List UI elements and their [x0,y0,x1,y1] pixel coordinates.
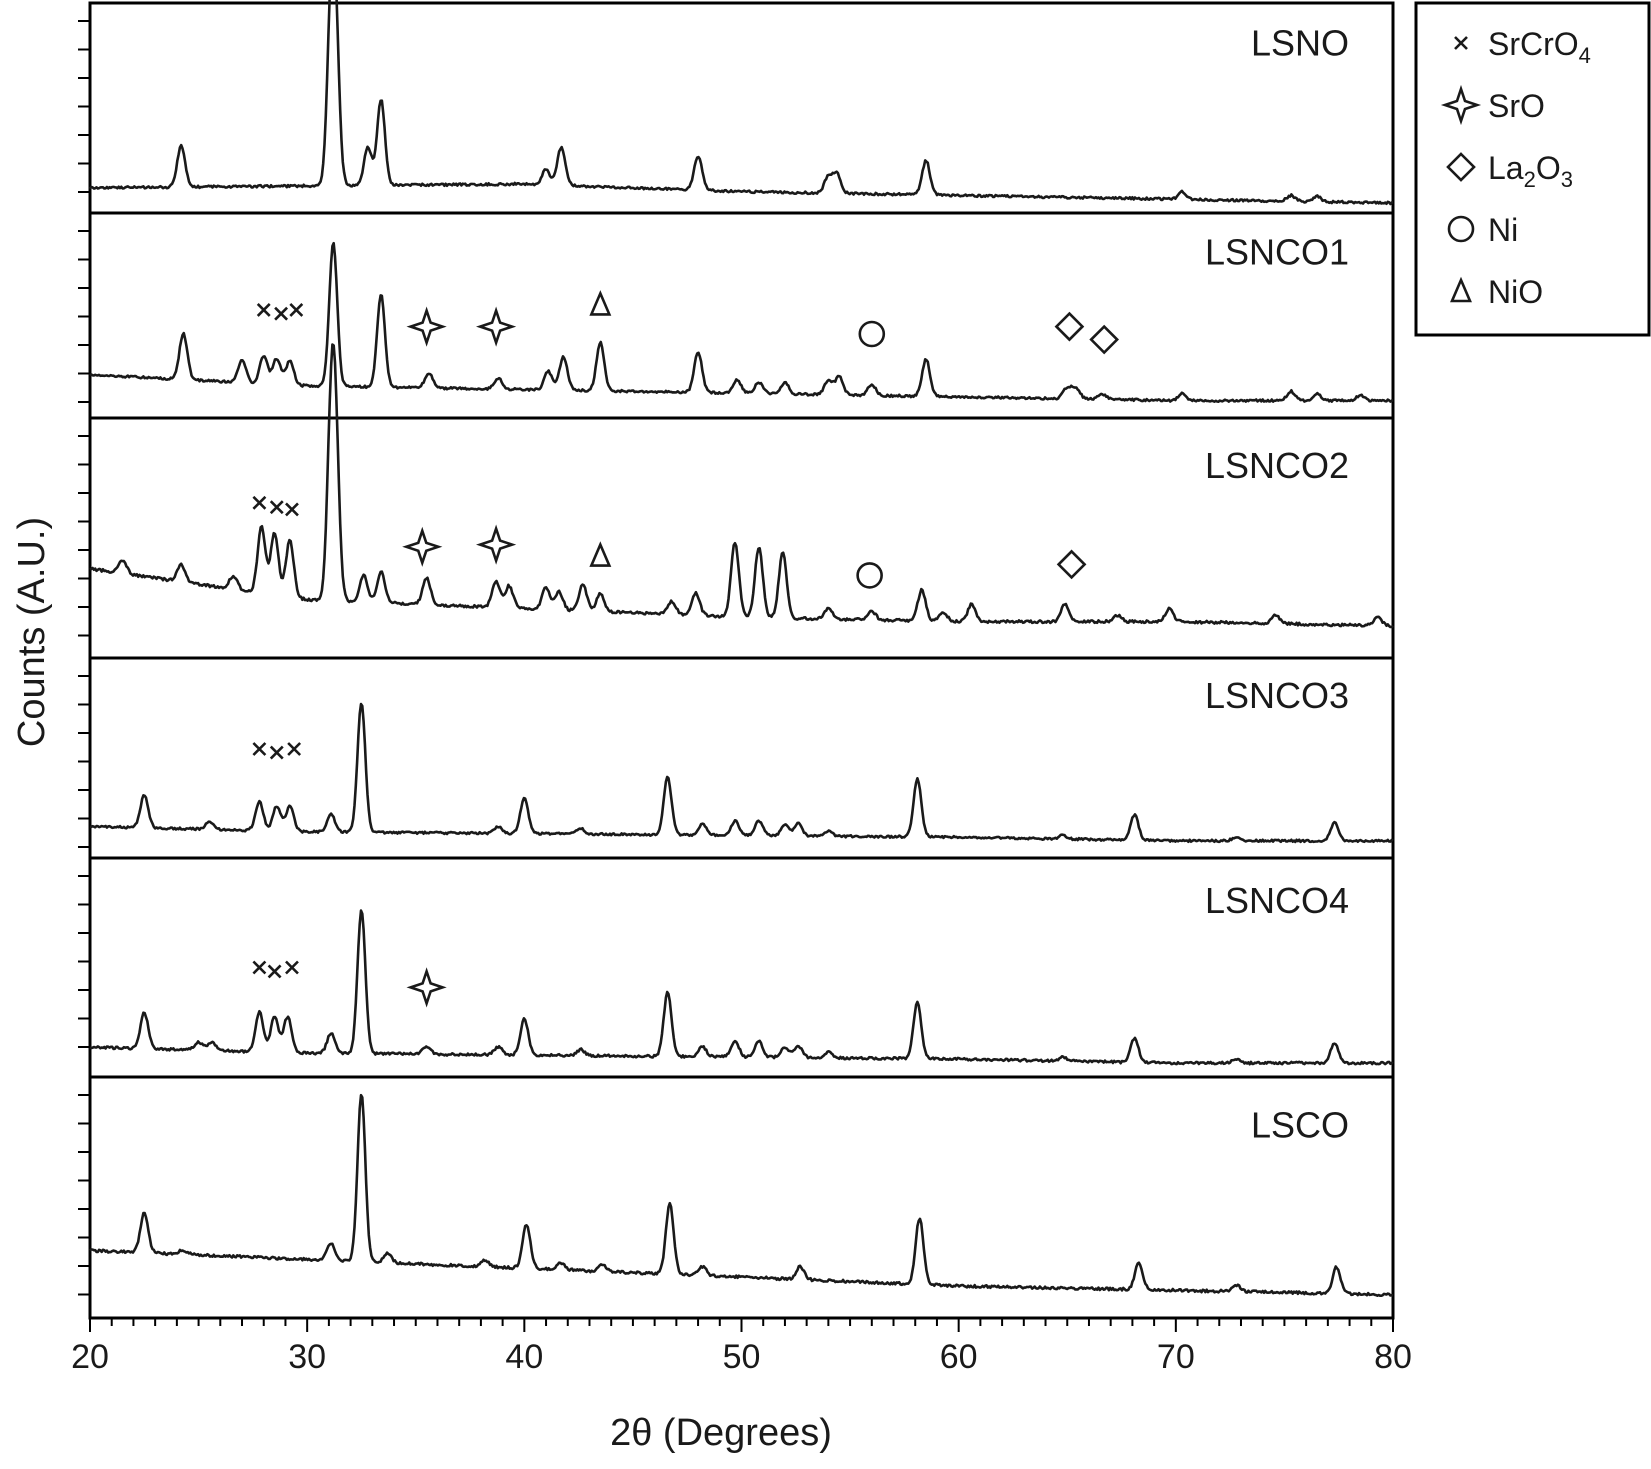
panel-lsnco1-marker-cross [274,306,289,321]
panel-frame [88,1075,1395,1320]
panel-label: LSNO [1251,23,1349,64]
legend-marker-star [1440,84,1482,126]
panel-lsnco1-marker-star [475,306,517,347]
panel-lsnco2-marker-star [402,526,443,567]
x-tick-label: 30 [288,1338,326,1376]
panel-lsnco2-marker-cross [285,502,299,517]
x-tick-label: 20 [71,1338,109,1376]
panel-lsnco4: LSNCO4 [78,856,1395,1079]
legend-label: NiO [1488,274,1543,310]
legend-marker-triangle [1450,276,1472,303]
panel-label: LSCO [1251,1104,1349,1145]
panel-lsnco4-marker-cross [267,964,282,979]
panel-lsnco3-marker-cross [269,745,284,760]
legend-entry: La2O3 [1446,150,1573,192]
panel-label: LSNCO4 [1205,880,1349,921]
panel-lsnco4-marker-star [406,967,447,1008]
panel-lsnco1-marker-triangle [589,290,612,316]
x-tick-label: 50 [723,1338,761,1376]
trace-lsnco1 [89,241,1394,404]
panel-lsnco1: LSNCO1 [78,211,1395,420]
panel-lsnco2: LSNCO2 [78,343,1395,660]
panel-lsnco1-marker-diamond [1054,311,1085,342]
panel-lsnco1-marker-cross [289,303,304,317]
legend-entry: SrCrO4 [1454,26,1591,68]
panel-lsnco2-marker-diamond [1056,549,1087,580]
trace-lsnco2 [89,343,1394,629]
x-tick-label: 70 [1157,1338,1195,1376]
legend-label: La2O3 [1488,150,1573,192]
legend: SrCrO4 SrO La2O3 Ni NiO [1414,1,1651,337]
x-tick-label: 40 [505,1338,543,1376]
legend-label: SrCrO4 [1488,26,1591,68]
x-axis: 20 30 40 50 60 70 80 [71,1318,1412,1376]
trace-lsnco4 [89,909,1394,1066]
panel-lsnco2-marker-circle [856,562,883,589]
y-axis-title: Counts (A.U.) [11,517,53,747]
panel-lsnco4-marker-cross [285,960,299,975]
panel-lsnco1-marker-cross [256,303,271,317]
legend-marker-circle [1447,215,1475,243]
panel-frame [88,856,1395,1079]
panel-lsno: LSNO [78,0,1395,215]
panel-lsnco1-marker-star [406,306,447,347]
panel-label: LSNCO3 [1205,675,1349,716]
trace-lsco [89,1093,1394,1297]
panel-lsnco2-marker-cross [252,495,267,510]
panel-lsnco3: LSNCO3 [78,656,1395,860]
chart-panels: LSNO LSNCO1 LSNCO2 LSNCO3 LSNCO4 LSCO [78,0,1395,1320]
panel-lsnco2-marker-star [475,524,517,565]
legend-label: SrO [1488,88,1545,124]
x-tick-label: 60 [940,1338,978,1376]
panel-lsnco2-marker-cross [269,500,284,515]
panel-lsnco3-marker-cross [287,742,302,756]
legend-entry: Ni [1447,212,1518,248]
panel-lsnco2-marker-triangle [589,541,612,567]
x-axis-title: 2θ (Degrees) [610,1412,832,1454]
panel-frame [88,1,1395,215]
panel-lsnco1-marker-diamond [1089,324,1120,355]
x-tick-label: 80 [1374,1338,1412,1376]
legend-entry: NiO [1450,274,1543,310]
legend-marker-diamond [1446,152,1476,182]
trace-lsno [88,0,1394,206]
panel-lsnco3-marker-cross [252,742,267,756]
panel-lsco: LSCO [78,1075,1395,1320]
legend-label: Ni [1488,212,1518,248]
legend-entry: SrO [1440,84,1545,126]
panel-label: LSNCO2 [1205,445,1349,486]
panel-label: LSNCO1 [1205,231,1349,272]
legend-marker-cross [1454,36,1468,50]
trace-lsnco3 [89,702,1394,844]
panel-lsnco1-marker-circle [858,320,886,348]
panel-frame [88,656,1395,860]
panel-lsnco4-marker-cross [252,960,267,975]
